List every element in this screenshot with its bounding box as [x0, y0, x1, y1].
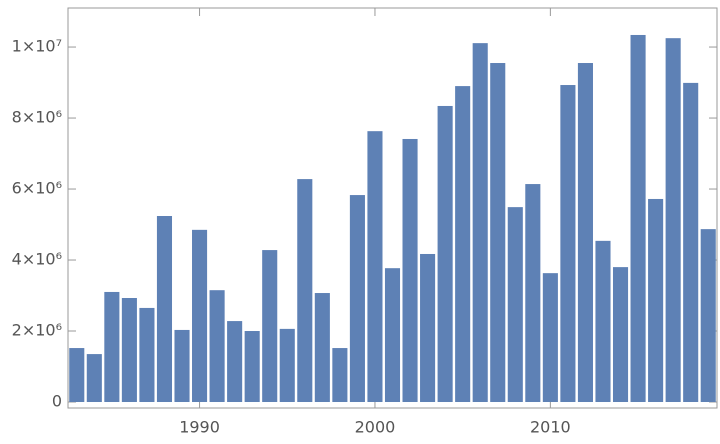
- bar: [262, 250, 278, 403]
- bar: [156, 216, 173, 403]
- bar: [595, 240, 611, 403]
- bar: [174, 329, 190, 403]
- bar: [297, 179, 313, 403]
- bar: [560, 85, 576, 403]
- y-tick-label: 0: [52, 392, 62, 411]
- bar: [402, 138, 418, 403]
- bar: [69, 348, 85, 403]
- bar: [665, 38, 681, 403]
- bar: [209, 290, 225, 403]
- bar: [367, 131, 383, 403]
- y-tick-label: 8×10⁶: [12, 108, 62, 127]
- bar: [648, 198, 664, 403]
- bar: [472, 43, 488, 403]
- bar: [612, 267, 629, 403]
- bar: [192, 229, 208, 403]
- bar: [507, 207, 523, 403]
- y-tick-label: 6×10⁶: [12, 179, 62, 198]
- bar: [542, 273, 558, 403]
- bar: [227, 321, 243, 403]
- y-tick-label: 1×10⁷: [12, 37, 62, 56]
- x-tick-label: 2000: [355, 418, 396, 437]
- bar: [244, 331, 260, 403]
- bar: [683, 82, 699, 403]
- bar: [279, 328, 295, 403]
- bar: [577, 63, 593, 403]
- y-tick-label: 4×10⁶: [12, 250, 62, 269]
- x-tick-label: 2010: [530, 418, 571, 437]
- bar: [121, 297, 137, 403]
- bar: [630, 34, 646, 403]
- plot-frame: [67, 7, 718, 409]
- bar: [437, 105, 453, 403]
- bar: [314, 293, 330, 403]
- bar: [86, 354, 102, 403]
- bar: [420, 253, 436, 403]
- bar: [700, 229, 716, 403]
- bar: [332, 348, 348, 403]
- bar: [104, 291, 120, 403]
- bar: [139, 307, 155, 403]
- x-tick-label: 1990: [179, 418, 220, 437]
- bar: [490, 63, 506, 403]
- bar: [525, 184, 541, 403]
- bar: [349, 195, 365, 403]
- y-tick-label: 2×10⁶: [12, 321, 62, 340]
- bar: [455, 86, 471, 403]
- bar: [384, 268, 401, 403]
